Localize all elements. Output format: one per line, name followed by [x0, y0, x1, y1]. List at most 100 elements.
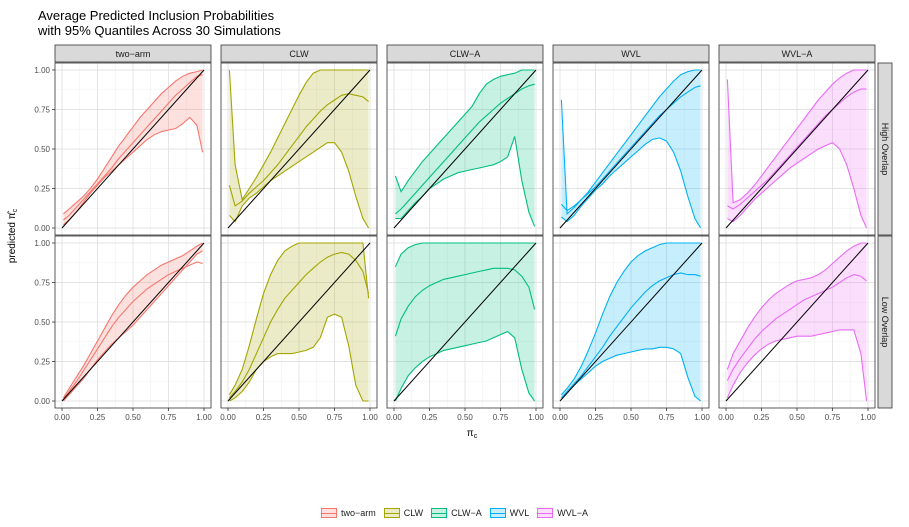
reference-line-clw-a-low-overlap — [393, 242, 537, 402]
x-tick-label: 0.25 — [256, 413, 272, 422]
x-tick-label: 0.00 — [54, 413, 70, 422]
facet-strip-label-wvl-a: WVL−A — [782, 49, 813, 59]
upper-line-clw-high-overlap — [228, 69, 369, 202]
lower-line-clw-a-high-overlap — [395, 136, 536, 227]
x-tick-label: 1.00 — [528, 413, 544, 422]
x-tick-label: 0.25 — [754, 413, 770, 422]
facet-strip-clw-a — [386, 44, 544, 63]
legend-key-wvl-a — [537, 508, 554, 518]
facet-strip-wvl-a — [718, 44, 876, 63]
title-line-2: with 95% Quantiles Across 30 Simulations — [38, 23, 281, 38]
y-tick-label: 0.50 — [34, 318, 50, 327]
upper-line-clw-low-overlap — [228, 242, 370, 395]
facet-strip-wvl — [552, 44, 710, 63]
panel-border — [386, 62, 544, 236]
panel-wvl-a-low-overlap: 0.00 0.25 0.50 0.75 1.00 — [718, 235, 876, 422]
chart-title: Average Predicted Inclusion Probabilitie… — [38, 8, 281, 38]
upper-line-wvl-a-low-overlap — [726, 242, 867, 370]
lower-line-clw-low-overlap — [229, 313, 369, 402]
legend-key-clw — [383, 508, 400, 518]
reference-line-clw-a-high-overlap — [393, 69, 537, 229]
panel-wvl-a-high-overlap — [718, 62, 876, 236]
panel-clw-a-low-overlap: 0.00 0.25 0.50 0.75 1.00 — [386, 235, 544, 422]
panel-wvl-high-overlap — [552, 62, 710, 236]
y-tick-label: 0.00 — [34, 397, 50, 406]
mean-line-wvl-high-overlap — [560, 85, 701, 212]
legend: two−arm CLW CLW−A WVL WVL−A — [0, 508, 909, 520]
facet-strip-label-two-arm: two−arm — [116, 49, 151, 59]
x-tick-label: 0.00 — [220, 413, 236, 422]
facet-strip-label-wvl: WVL — [621, 49, 641, 59]
title-line-1: Average Predicted Inclusion Probabilitie… — [38, 8, 275, 23]
upper-line-clw-a-high-overlap — [394, 69, 535, 193]
mean-line-two-arm-high-overlap — [63, 74, 203, 221]
facet-strip-two-arm — [54, 44, 212, 63]
panel-clw-high-overlap — [220, 62, 378, 236]
x-tick-label: 0.75 — [493, 413, 509, 422]
facet-strip-clw — [220, 44, 378, 63]
x-axis-label: πc — [467, 428, 478, 440]
legend-label-clw-a: CLW−A — [451, 508, 482, 518]
legend-key-wvl — [489, 508, 506, 518]
mean-line-wvl-low-overlap — [560, 272, 701, 399]
panel-two-arm-low-overlap: 0.00 0.25 0.50 0.75 1.00 0.00 0.25 0.50 0.75 1.00 — [34, 235, 212, 422]
x-tick-label: 0.00 — [718, 413, 734, 422]
y-tick-label: 0.25 — [34, 185, 50, 194]
reference-line-two-arm-low-overlap — [61, 242, 205, 402]
reference-line-wvl-high-overlap — [559, 69, 703, 229]
reference-line-two-arm-high-overlap — [61, 69, 205, 229]
panel-border — [552, 62, 710, 236]
upper-line-wvl-low-overlap — [560, 242, 701, 396]
facet-chart: two−arm CLW CLW−A WVL WVL−A High Overlap Low O… — [6, 44, 893, 440]
x-tick-label: 0.50 — [291, 413, 307, 422]
mean-line-wvl-a-low-overlap — [726, 274, 867, 381]
legend-label-clw: CLW — [403, 508, 424, 518]
legend-item-two-arm: two−arm — [321, 508, 376, 518]
legend-item-clw: CLW — [383, 508, 424, 518]
facet-strip-low-overlap — [877, 235, 893, 409]
legend-label-wvl-a: WVL−A — [557, 508, 588, 518]
legend-key-two-arm — [321, 508, 337, 518]
x-tick-label: 0.00 — [552, 413, 568, 422]
y-tick-label: 1.00 — [34, 66, 50, 75]
x-tick-label: 0.75 — [659, 413, 675, 422]
lower-line-two-arm-low-overlap — [62, 250, 203, 402]
facet-strip-label-clw: CLW — [289, 49, 309, 59]
panel-wvl-low-overlap: 0.00 0.25 0.50 0.75 1.00 — [552, 235, 710, 422]
legend-label-wvl: WVL — [509, 508, 530, 518]
legend-key-clw-a — [431, 508, 448, 518]
x-tick-label: 0.50 — [789, 413, 805, 422]
x-tick-label: 1.00 — [860, 413, 876, 422]
lower-line-wvl-a-low-overlap — [726, 329, 868, 402]
x-tick-label: 0.50 — [623, 413, 639, 422]
panel-border — [220, 62, 378, 236]
legend-item-wvl-a: WVL−A — [537, 508, 588, 518]
upper-line-two-arm-high-overlap — [63, 69, 203, 215]
upper-line-two-arm-low-overlap — [62, 242, 203, 399]
x-tick-label: 0.00 — [386, 413, 402, 422]
lower-line-clw-high-overlap — [228, 142, 370, 229]
x-tick-label: 0.75 — [161, 413, 177, 422]
y-tick-label: 0.00 — [34, 224, 50, 233]
x-tick-label: 0.25 — [422, 413, 438, 422]
x-tick-label: 1.00 — [694, 413, 710, 422]
x-tick-label: 0.50 — [125, 413, 141, 422]
y-tick-label: 0.25 — [34, 358, 50, 367]
y-tick-label: 1.00 — [34, 239, 50, 248]
x-tick-label: 0.75 — [327, 413, 343, 422]
x-tick-label: 0.50 — [457, 413, 473, 422]
lower-line-two-arm-high-overlap — [63, 116, 204, 226]
upper-line-clw-a-low-overlap — [394, 242, 535, 267]
facet-strip-label-clw-a: CLW−A — [450, 49, 481, 59]
facet-strip-high-overlap — [877, 62, 893, 236]
upper-line-wvl-a-high-overlap — [726, 69, 867, 204]
y-tick-label: 0.50 — [34, 145, 50, 154]
lower-line-clw-a-low-overlap — [394, 330, 536, 402]
panel-clw-low-overlap: 0.00 0.25 0.50 0.75 1.00 — [220, 235, 378, 422]
x-tick-label: 0.75 — [825, 413, 841, 422]
facet-strip-label-high-overlap: High Overlap — [880, 123, 890, 176]
band-two-arm-high-overlap — [63, 70, 203, 225]
facet-strip-label-low-overlap: Low Overlap — [880, 297, 890, 348]
reference-line-wvl-a-high-overlap — [725, 69, 869, 229]
legend-item-wvl: WVL — [489, 508, 530, 518]
